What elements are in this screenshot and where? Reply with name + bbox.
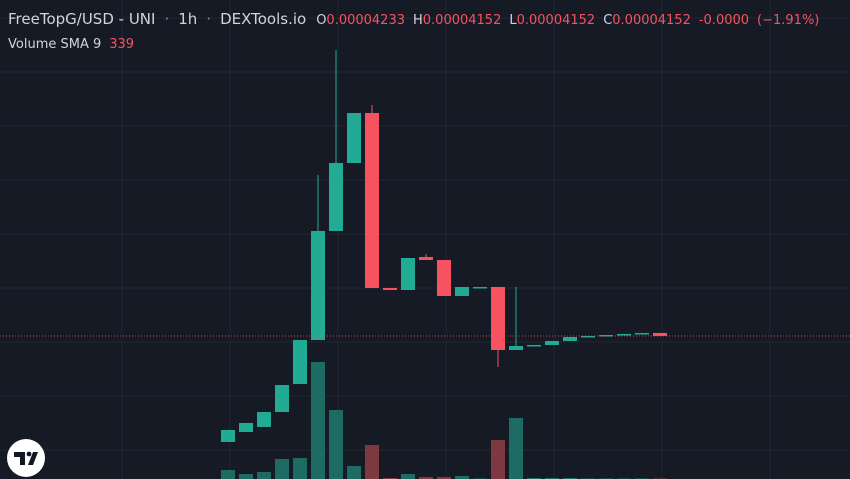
ohlc-label: L bbox=[509, 13, 517, 28]
candle-body bbox=[365, 112, 379, 288]
volume-bar bbox=[401, 474, 415, 479]
ohlc-value: 0.00004152 bbox=[612, 13, 691, 28]
candle-body bbox=[401, 257, 415, 290]
candle-body bbox=[419, 256, 433, 260]
volume-pane bbox=[221, 362, 667, 479]
volume-bar bbox=[365, 445, 379, 479]
candle-body bbox=[635, 332, 649, 335]
candle-body bbox=[473, 286, 487, 289]
volume-bar bbox=[311, 362, 325, 479]
separator: · bbox=[164, 10, 170, 28]
volume-bar bbox=[437, 477, 451, 479]
legend-line: FreeTopG/USD - UNI · 1h · DEXTools.io O0… bbox=[8, 10, 819, 28]
ohlc-value: 0.00004152 bbox=[516, 13, 596, 28]
logo-mark bbox=[14, 452, 25, 465]
volume-bar bbox=[347, 466, 361, 479]
volume-bar bbox=[293, 458, 307, 479]
indicator-line: Volume SMA 9 339 bbox=[8, 37, 134, 52]
ohlc-value: 0.00004233 bbox=[326, 13, 405, 28]
candle-body bbox=[329, 163, 343, 231]
logo-mark bbox=[26, 451, 32, 457]
indicator-value: 339 bbox=[109, 37, 135, 52]
candle-body bbox=[581, 336, 595, 338]
interval: 1h bbox=[178, 10, 198, 28]
volume-bar bbox=[329, 410, 343, 479]
ohlc-value: 0.00004152 bbox=[422, 13, 502, 28]
ohlc: O0.00004233 H0.00004152 L0.00004152 C0.0000… bbox=[316, 13, 691, 28]
volume-bar bbox=[221, 470, 235, 479]
tradingview-logo bbox=[7, 439, 45, 477]
candle-body bbox=[545, 340, 559, 345]
candle-body bbox=[239, 423, 253, 432]
candle-body bbox=[311, 230, 325, 341]
candle-body bbox=[617, 334, 631, 336]
ohlc-label: C bbox=[603, 13, 613, 28]
volume-bar bbox=[257, 472, 271, 479]
candle-body bbox=[221, 429, 235, 442]
volume-bar bbox=[275, 459, 289, 479]
candle-body bbox=[509, 345, 523, 351]
candle-body bbox=[527, 344, 541, 347]
change-percent: (−1.91%) bbox=[757, 13, 820, 28]
volume-bar bbox=[491, 440, 505, 479]
separator: · bbox=[206, 10, 212, 28]
candle-body bbox=[455, 286, 469, 297]
indicator-label: Volume SMA 9 bbox=[8, 37, 102, 52]
volume-bar bbox=[419, 477, 433, 479]
ohlc-label: H bbox=[413, 13, 423, 28]
volume-bar bbox=[509, 418, 523, 479]
volume-bar bbox=[455, 476, 469, 479]
symbol: FreeTopG/USD - UNI bbox=[8, 10, 156, 28]
candle-body bbox=[383, 287, 397, 290]
candle-body bbox=[293, 340, 307, 385]
candle-body bbox=[275, 385, 289, 413]
source: DEXTools.io bbox=[220, 10, 307, 28]
candle-body bbox=[347, 112, 361, 164]
candle-body bbox=[437, 259, 451, 297]
logo-circle bbox=[7, 439, 45, 477]
candle-body bbox=[491, 286, 505, 351]
candle-body bbox=[653, 332, 667, 336]
ohlc-label: O bbox=[316, 13, 327, 28]
volume-bar bbox=[239, 474, 253, 479]
candle-body bbox=[563, 337, 577, 341]
candle-body bbox=[257, 412, 271, 427]
price-pane bbox=[0, 50, 850, 442]
change: -0.0000 bbox=[698, 13, 750, 28]
logo-mark bbox=[28, 452, 38, 465]
